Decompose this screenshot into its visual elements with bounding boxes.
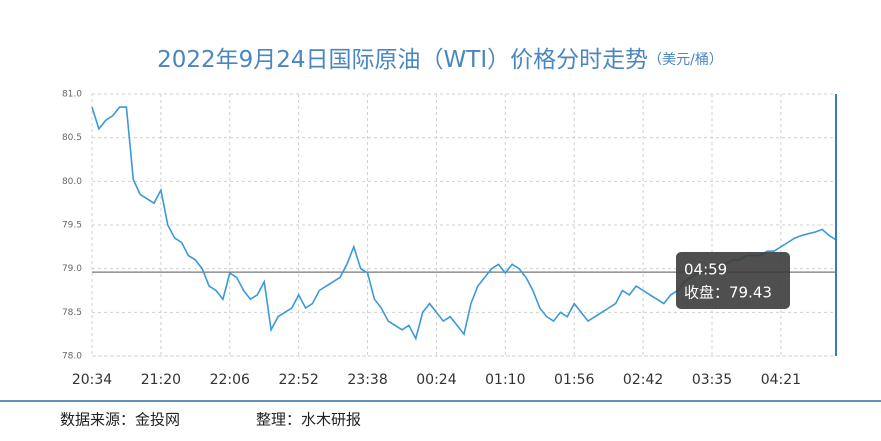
- x-tick-label: 23:38: [347, 372, 387, 388]
- source: 数据来源：金投网: [60, 411, 180, 429]
- x-tick-label: 00:24: [416, 372, 456, 388]
- subtitle: （美元/桶）: [648, 52, 723, 68]
- editor: 整理：水木研报: [256, 411, 361, 429]
- y-tick-label: 78.5: [62, 308, 82, 318]
- tooltip-value: 收盘：79.43: [684, 284, 772, 302]
- x-tick-label: 22:06: [210, 372, 250, 388]
- x-tick-label: 03:35: [692, 372, 732, 388]
- y-tick-label: 80.0: [62, 177, 82, 187]
- y-tick-label: 79.0: [62, 264, 82, 274]
- x-tick-label: 01:10: [485, 372, 525, 388]
- chart-title: 2022年9月24日国际原油（WTI）价格分时走势（美元/桶）: [157, 47, 723, 73]
- y-tick-label: 81.0: [62, 90, 82, 100]
- x-tick-label: 01:56: [554, 372, 594, 388]
- title: 2022年9月24日国际原油（WTI）价格分时走势: [157, 47, 648, 73]
- x-tick-label: 21:20: [141, 372, 181, 388]
- x-tick-label: 20:34: [72, 372, 112, 388]
- x-tick-label: 02:42: [623, 372, 663, 388]
- y-tick-label: 80.5: [62, 133, 82, 143]
- y-tick-label: 78.0: [62, 352, 82, 362]
- tooltip-time: 04:59: [684, 261, 727, 279]
- x-tick-label: 22:52: [278, 372, 318, 388]
- y-tick-label: 79.5: [62, 221, 82, 231]
- x-tick-label: 04:21: [761, 372, 801, 388]
- tooltip: 04:59 收盘：79.43: [676, 252, 790, 309]
- tooltip-box: [676, 252, 790, 309]
